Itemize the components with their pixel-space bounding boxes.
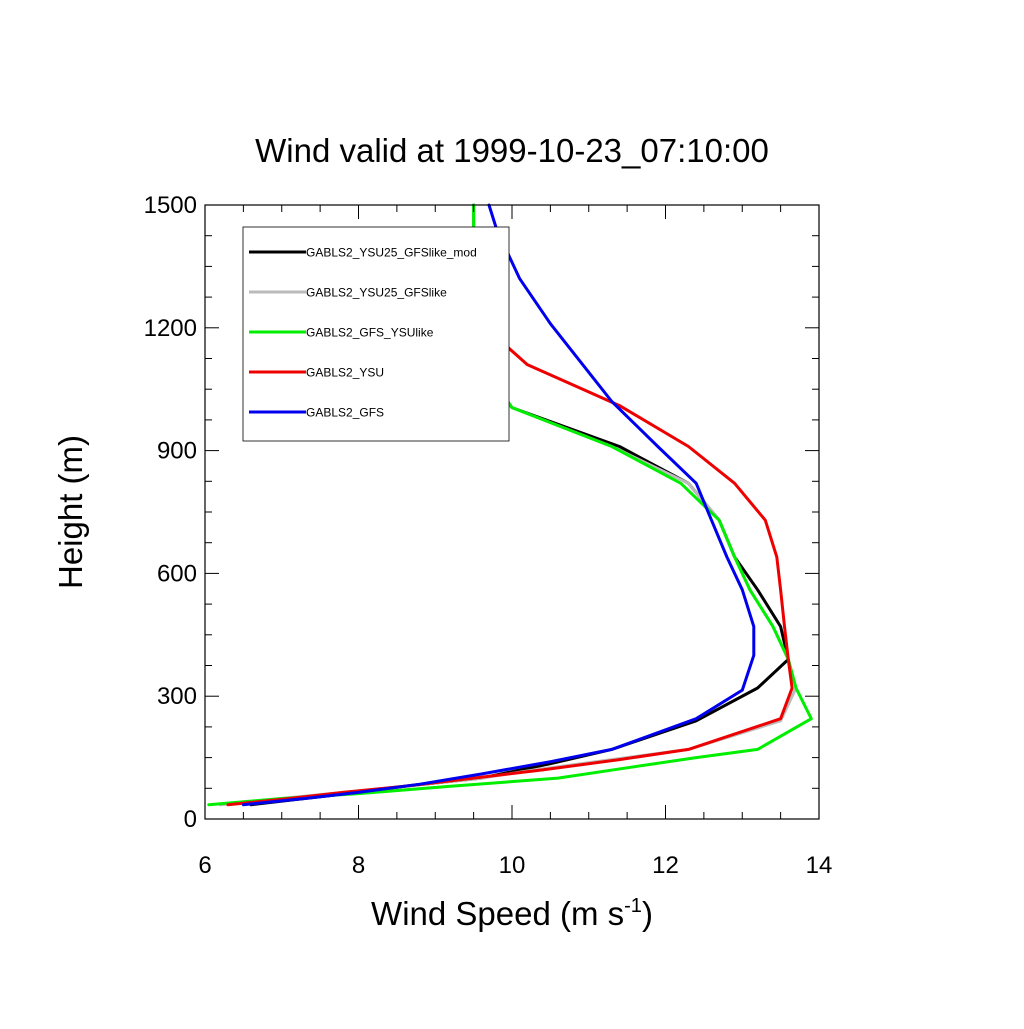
x-tick-label: 6 [198, 852, 211, 879]
y-tick-label: 600 [157, 560, 197, 587]
series-line-5 [241, 203, 756, 807]
x-axis-label-superscript: -1 [624, 895, 642, 917]
legend-box [242, 226, 510, 442]
x-axis-label-close: ) [642, 895, 653, 932]
x-tick-label: 10 [499, 852, 526, 879]
legend-label-3: GABLS2_GFS_YSUlike [306, 326, 434, 340]
x-axis-label: Wind Speed (m s-1) [371, 895, 653, 932]
chart-title: Wind valid at 1999-10-23_07:10:00 [255, 132, 769, 169]
plot-area: 6 8 10 12 14 0 300 600 900 1200 1500 [144, 192, 833, 879]
y-tick-label: 1500 [144, 192, 197, 219]
legend-label-2: GABLS2_YSU25_GFSlike [306, 286, 447, 300]
y-axis-label: Height (m) [52, 435, 89, 589]
x-tick-label: 14 [806, 852, 833, 879]
legend: GABLS2_YSU25_GFSlike_mod GABLS2_YSU25_GFS… [242, 226, 510, 442]
y-tick-label: 1200 [144, 315, 197, 342]
legend-label-4: GABLS2_YSU [306, 366, 384, 380]
x-tick-label: 8 [352, 852, 365, 879]
y-tick-label: 300 [157, 683, 197, 710]
y-tick-label: 0 [184, 806, 197, 833]
x-axis-label-main: Wind Speed (m s [371, 895, 624, 932]
legend-label-5: GABLS2_GFS [306, 406, 384, 420]
y-tick-label: 900 [157, 438, 197, 465]
x-tick-label: 12 [652, 852, 679, 879]
legend-label-1: GABLS2_YSU25_GFSlike_mod [306, 246, 477, 260]
